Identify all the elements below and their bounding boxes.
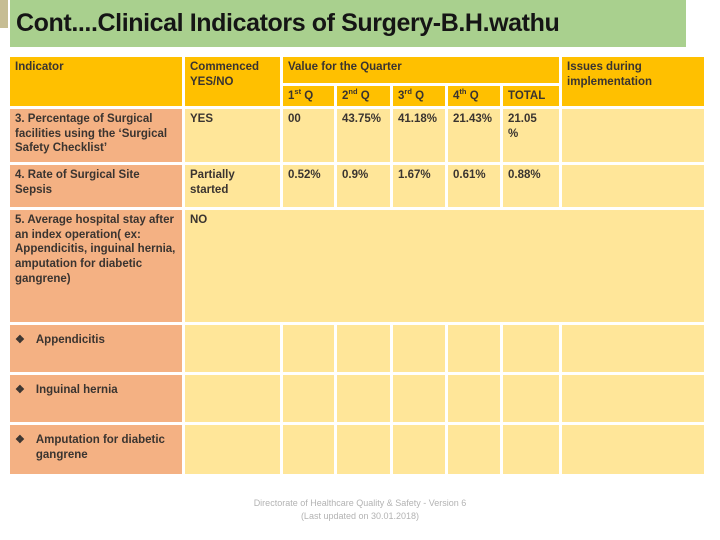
diamond-bullet-icon: ❖ bbox=[15, 434, 25, 446]
indicator-cell: ❖ Amputation for diabetic gangrene bbox=[10, 425, 182, 474]
table-row-indicator-3: 3. Percentage of Surgical facilities usi… bbox=[10, 109, 705, 162]
indicator-column-header: Indicator bbox=[10, 57, 182, 106]
q1-value-cell bbox=[283, 325, 334, 372]
header-row-1: Indicator Commenced YES/NO Value for the… bbox=[10, 57, 705, 106]
bullet-label: Appendicitis bbox=[35, 334, 105, 346]
total-value-cell: 21.05 % bbox=[503, 109, 560, 162]
q4-value-cell bbox=[448, 325, 500, 372]
quarter-2-header: 2nd Q bbox=[337, 86, 390, 106]
header-row-2: 1st Q 2nd Q 3rd Q 4th Q TOTAL bbox=[10, 86, 704, 106]
q4-value-cell bbox=[448, 425, 500, 474]
q4-value-cell: 21.43% bbox=[448, 109, 500, 162]
quarter-3-header: 3rd Q bbox=[393, 86, 445, 106]
issues-column-header: Issues during implementation bbox=[562, 57, 705, 106]
slide-footer: Directorate of Healthcare Quality & Safe… bbox=[0, 497, 720, 523]
indicator-cell: 5. Average hospital stay after an index … bbox=[10, 210, 182, 322]
footer-line-1: Directorate of Healthcare Quality & Safe… bbox=[253, 498, 467, 508]
total-value-cell: 0.88% bbox=[503, 165, 560, 207]
q3-value-cell: 1.67% bbox=[393, 165, 445, 207]
total-value-cell bbox=[503, 425, 560, 474]
q2-value-cell bbox=[337, 425, 390, 474]
bullet-label: Inguinal hernia bbox=[35, 384, 118, 396]
diamond-bullet-icon: ❖ bbox=[15, 384, 25, 396]
total-column-header: TOTAL bbox=[503, 86, 560, 106]
footer-line-2: (Last updated on 30.01.2018) bbox=[300, 511, 420, 522]
value-for-quarter-header: Value for the Quarter bbox=[283, 57, 560, 83]
table-row-indicator-4: 4. Rate of Surgical Site Sepsis Partiall… bbox=[10, 165, 705, 207]
issues-cell bbox=[562, 325, 705, 372]
q3-value-cell: 41.18% bbox=[393, 109, 445, 162]
q2-value-cell: 43.75% bbox=[337, 109, 390, 162]
q1-value-cell bbox=[283, 425, 334, 474]
indicator-cell: 4. Rate of Surgical Site Sepsis bbox=[10, 165, 182, 207]
quarter-4-header: 4th Q bbox=[448, 86, 500, 106]
q1-value-cell: 0.52% bbox=[283, 165, 334, 207]
commenced-column-header: Commenced YES/NO bbox=[185, 57, 280, 106]
commenced-cell: YES bbox=[185, 109, 280, 162]
indicator-cell: 3. Percentage of Surgical facilities usi… bbox=[10, 109, 182, 162]
bullet-label: Amputation for diabetic gangrene bbox=[35, 434, 165, 461]
issues-cell bbox=[562, 375, 705, 422]
q2-value-cell bbox=[337, 375, 390, 422]
q3-value-cell bbox=[393, 325, 445, 372]
total-value-cell bbox=[503, 325, 560, 372]
indicator-cell: ❖ Appendicitis bbox=[10, 325, 182, 372]
clinical-indicators-table: Indicator Commenced YES/NO Value for the… bbox=[7, 54, 707, 477]
issues-cell bbox=[562, 165, 705, 207]
q1-value-cell bbox=[283, 375, 334, 422]
table-row-bullet-appendicitis: ❖ Appendicitis bbox=[10, 325, 705, 372]
q2-value-cell bbox=[337, 325, 390, 372]
commenced-cell bbox=[185, 325, 280, 372]
commenced-cell: Partially started bbox=[185, 165, 280, 207]
diamond-bullet-icon: ❖ bbox=[15, 334, 25, 346]
quarter-1-header: 1st Q bbox=[283, 86, 334, 106]
table-row-bullet-amputation: ❖ Amputation for diabetic gangrene bbox=[10, 425, 705, 474]
q3-value-cell bbox=[393, 425, 445, 474]
commenced-cell-merged: NO bbox=[185, 210, 705, 322]
q4-value-cell bbox=[448, 375, 500, 422]
q3-value-cell bbox=[393, 375, 445, 422]
table-row-indicator-5: 5. Average hospital stay after an index … bbox=[10, 210, 705, 322]
commenced-cell bbox=[185, 425, 280, 474]
q2-value-cell: 0.9% bbox=[337, 165, 390, 207]
q1-value-cell: 00 bbox=[283, 109, 334, 162]
issues-cell bbox=[562, 425, 705, 474]
issues-cell bbox=[562, 109, 705, 162]
total-value-cell bbox=[503, 375, 560, 422]
indicator-cell: ❖ Inguinal hernia bbox=[10, 375, 182, 422]
table-row-bullet-inguinal-hernia: ❖ Inguinal hernia bbox=[10, 375, 705, 422]
corner-accent bbox=[0, 0, 8, 28]
page-title: Cont....Clinical Indicators of Surgery-B… bbox=[10, 0, 686, 47]
q4-value-cell: 0.61% bbox=[448, 165, 500, 207]
commenced-cell bbox=[185, 375, 280, 422]
